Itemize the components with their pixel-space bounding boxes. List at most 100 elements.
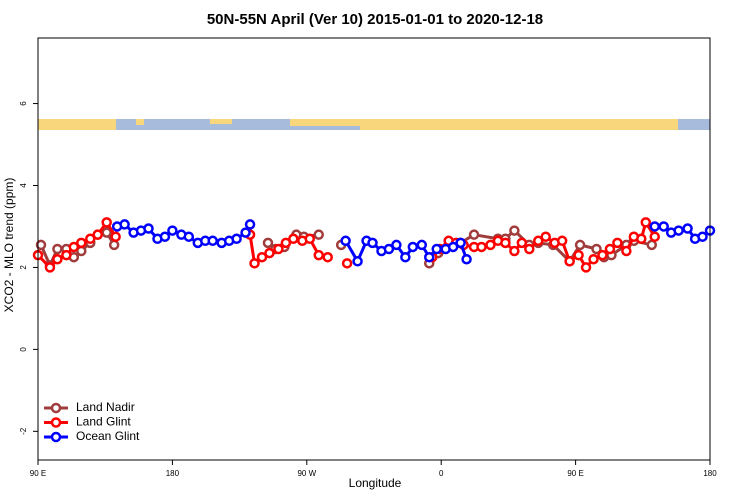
series-point [416, 239, 428, 251]
series-point [591, 243, 602, 255]
series-point [447, 241, 459, 253]
series-point [485, 239, 496, 251]
series-point [461, 253, 472, 265]
series-point [476, 241, 487, 253]
series-point [697, 231, 708, 242]
plot-frame [37, 37, 711, 461]
series-point [640, 217, 652, 228]
series-point [431, 243, 442, 255]
series-point [273, 243, 284, 255]
x-tick-label: 0 [439, 469, 444, 478]
series-point [649, 221, 660, 232]
series-point [673, 225, 684, 236]
series-point [256, 251, 268, 263]
series-point [597, 249, 608, 261]
series-point [44, 262, 56, 273]
series-point [61, 249, 72, 261]
series-point [322, 251, 333, 263]
series-point [288, 233, 299, 245]
series-point [352, 256, 363, 267]
series-point [556, 235, 568, 247]
series-point [524, 243, 535, 255]
x-tick-label: 90 W [297, 469, 316, 478]
series-point [588, 253, 599, 265]
series-point [573, 249, 584, 261]
series-point [340, 235, 351, 247]
plot-area [32, 217, 716, 273]
series-point [658, 221, 669, 232]
series-point [68, 241, 80, 253]
series-point [231, 233, 242, 245]
legend-marker [50, 402, 62, 414]
series-point [516, 237, 528, 249]
series-point [183, 231, 195, 242]
y-tick-label: 2 [19, 265, 28, 270]
series-point [52, 253, 63, 265]
x-tick-label: 180 [703, 469, 717, 478]
series-point [304, 233, 316, 245]
x-tick-label: 90 E [567, 469, 583, 478]
y-axis-label: XCO2 - MLO trend (ppm) [2, 178, 16, 313]
series-point [159, 231, 171, 242]
series-point [101, 217, 112, 228]
series-point [85, 233, 96, 245]
y-tick-label: -2 [19, 427, 28, 435]
y-tick-label: 0 [19, 347, 28, 352]
series-point [52, 243, 63, 255]
series-point [280, 237, 292, 249]
series-point [636, 233, 647, 245]
series-point [574, 239, 586, 251]
legend-marker [50, 431, 62, 443]
series-point [500, 237, 511, 249]
series-point [509, 245, 520, 257]
series-point [76, 237, 87, 249]
series-point [313, 229, 324, 240]
series-point [533, 235, 544, 247]
chart-title: 50N-55N April (Ver 10) 2015-01-01 to 202… [207, 11, 543, 28]
series-point [383, 243, 395, 255]
series-point [313, 249, 324, 261]
series-point [400, 251, 411, 263]
series-point [35, 239, 47, 251]
series-point [262, 237, 274, 249]
series-point [101, 227, 112, 238]
series-point [621, 245, 632, 257]
legend-label: Land Nadir [76, 400, 135, 414]
legend-marker [50, 417, 62, 428]
series-point [240, 227, 251, 238]
series-point [649, 231, 660, 242]
x-axis-label: Longitude [349, 476, 402, 490]
y-tick-label: 6 [19, 101, 28, 106]
series-point [424, 251, 435, 263]
series-point [110, 231, 121, 242]
series-point [92, 229, 103, 240]
legend-label: Land Glint [76, 415, 131, 429]
series-point [580, 262, 592, 273]
y-tick-label: 4 [19, 183, 28, 188]
series-point [143, 223, 154, 234]
series-point [249, 258, 260, 269]
legend-label: Ocean Glint [76, 429, 140, 443]
series-point [341, 258, 353, 269]
series-point [509, 225, 520, 236]
series-point [468, 229, 480, 240]
series-point [264, 247, 275, 259]
series-point [119, 219, 130, 230]
x-tick-label: 90 E [30, 469, 46, 478]
series-point [682, 223, 693, 234]
series-point [604, 243, 616, 255]
series-point [646, 239, 658, 251]
series-point [391, 239, 402, 251]
x-tick-label: 180 [166, 469, 180, 478]
series-point [612, 237, 623, 249]
land-ocean-strip [38, 119, 710, 130]
series-point [244, 219, 256, 230]
series-point [167, 225, 178, 236]
series-point [540, 231, 551, 242]
series-point [207, 235, 218, 247]
series-point [367, 237, 378, 249]
series-point [407, 241, 419, 253]
series-point [564, 256, 575, 267]
series-point [108, 239, 120, 251]
